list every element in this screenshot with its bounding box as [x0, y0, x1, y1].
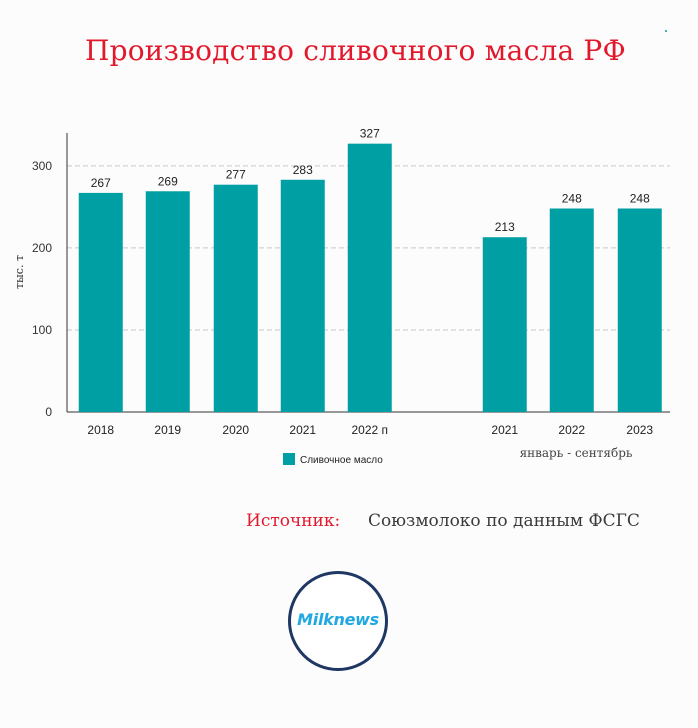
group-label: январь - сентябрь	[520, 446, 633, 460]
data-label: 269	[158, 174, 178, 188]
bar	[617, 208, 662, 412]
data-label: 248	[562, 191, 582, 205]
bar	[549, 208, 594, 412]
bar	[280, 179, 325, 412]
milknews-logo: Milknews	[288, 571, 388, 671]
bar	[482, 237, 527, 412]
y-tick-label: 0	[45, 405, 52, 419]
bar-chart: 0 100 200 300 тыс. т 267 2018 269 2019 277 2020 283…	[13, 127, 670, 466]
decorative-dot	[665, 30, 667, 32]
x-tick-label: 2023	[626, 423, 653, 437]
logo-text: Milknews	[297, 610, 379, 629]
data-label: 327	[360, 127, 380, 141]
x-tick-label: 2022 п	[351, 423, 388, 437]
legend-swatch	[283, 453, 295, 465]
data-label: 213	[495, 220, 515, 234]
data-label: 283	[293, 163, 313, 177]
data-label: 267	[91, 176, 111, 190]
x-tick-label: 2021	[491, 423, 518, 437]
bar	[78, 192, 123, 412]
source-value: Союзмолоко по данным ФСГС	[368, 511, 640, 531]
y-tick-label: 100	[32, 323, 52, 337]
x-tick-label: 2022	[558, 423, 585, 437]
x-tick-label: 2021	[289, 423, 316, 437]
y-tick-label: 300	[32, 159, 52, 173]
bar	[347, 143, 392, 412]
x-tick-label: 2018	[87, 423, 114, 437]
legend-label: Сливочное масло	[300, 455, 383, 466]
x-tick-label: 2019	[154, 423, 181, 437]
chart-title: Производство сливочного масла РФ	[85, 34, 626, 67]
bar	[213, 184, 258, 412]
source-label: Источник:	[246, 511, 341, 531]
data-label: 277	[226, 168, 246, 182]
y-tick-label: 200	[32, 241, 52, 255]
y-axis-label: тыс. т	[13, 255, 26, 289]
x-tick-label: 2020	[222, 423, 249, 437]
data-label: 248	[630, 191, 650, 205]
bar	[145, 191, 190, 412]
